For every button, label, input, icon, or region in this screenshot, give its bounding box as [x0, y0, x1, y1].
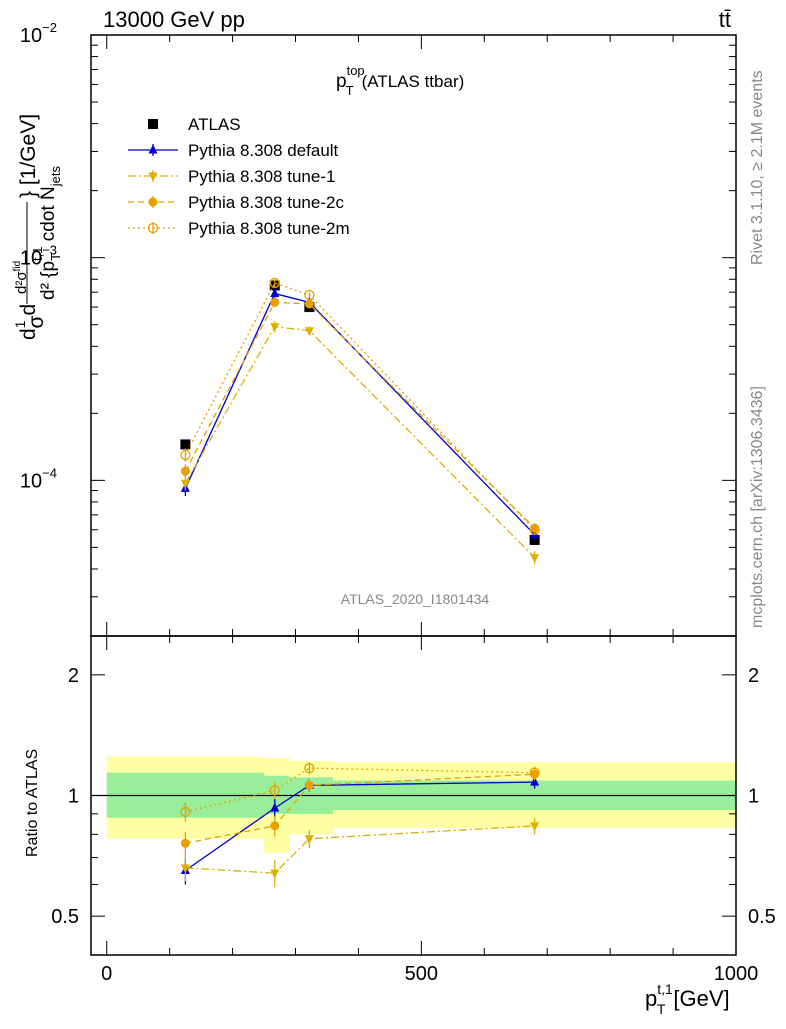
series-pythia-8-308-tune-2m [180, 277, 540, 535]
legend-label: Pythia 8.308 tune-2m [188, 219, 350, 238]
legend-marker [148, 197, 158, 207]
main-panel: 10−2 10−3 10−4 ATLAS_2020_I1801434 ptop T (A… [2, 20, 737, 637]
legend-entry: Pythia 8.308 tune-2c [128, 193, 344, 212]
ratio-line [185, 773, 535, 844]
series-line [184, 325, 536, 559]
ratio-point [304, 780, 314, 790]
series-line [184, 301, 536, 529]
ratio-point [304, 835, 314, 845]
ratio-panel: 0.5 0.5 1 1 2 2 0 500 1000 Ratio to ATLAS pt,1 T… [24, 635, 776, 1017]
main-y-tick-label: 10−2 [20, 20, 57, 47]
svg-text:d1σd d²σfid d²: d1σd d²σfid d² {pTt,1 cdot Njets [2, 166, 63, 340]
x-tick-label: 500 [405, 963, 438, 985]
legend-label: ATLAS [188, 115, 241, 134]
ratio-line [185, 825, 535, 874]
main-y-tick-label: 10−3 [20, 243, 57, 270]
data-point [304, 327, 314, 337]
data-point [529, 524, 540, 535]
ratio-point [270, 821, 280, 831]
series-line [184, 282, 536, 531]
main-marks [180, 277, 540, 565]
ratio-yticks: 0.5 0.5 1 1 2 2 [51, 665, 776, 928]
data-point [180, 466, 190, 476]
series-pythia-8-308-tune-2c [180, 297, 540, 534]
series-line [184, 292, 536, 536]
x-tick-label: 0 [101, 963, 112, 985]
legend-marker [148, 119, 158, 129]
legend-label: Pythia 8.308 tune-1 [188, 167, 335, 186]
legend-marker [147, 222, 159, 234]
ratio-point [180, 864, 190, 874]
watermark: ATLAS_2020_I1801434 [341, 591, 490, 607]
data-point [180, 449, 191, 461]
data-point [304, 289, 315, 301]
main-xticks [106, 35, 737, 636]
ratio-y-tick-label-left: 0.5 [51, 906, 79, 928]
data-point [270, 323, 280, 333]
ratio-bands [91, 756, 736, 853]
ratio-point [270, 869, 280, 879]
ratio-point [180, 838, 190, 848]
ratio-point [180, 806, 191, 818]
legend-entry: Pythia 8.308 default [128, 141, 339, 160]
ratio-point [269, 785, 280, 796]
ratio-point [530, 776, 540, 786]
legend-label: Pythia 8.308 tune-2c [188, 193, 344, 212]
data-point [270, 297, 280, 307]
main-yticks: 10−2 10−3 10−4 [20, 20, 736, 637]
ratio-xticks: 0 500 1000 [101, 636, 758, 985]
header-left: 13000 GeV pp [103, 7, 245, 32]
ratio-y-axis-label: Ratio to ATLAS [24, 749, 41, 857]
ratio-marks [180, 762, 540, 888]
header-right: tt̄ [719, 7, 731, 32]
ratio-y-tick-label-right: 1 [748, 786, 759, 808]
data-point [304, 299, 314, 309]
ratio-y-tick-label-left: 2 [68, 665, 79, 687]
ratio-point [530, 822, 540, 832]
legend-marker [148, 144, 158, 154]
ratio-line [185, 781, 535, 872]
series-pythia-8-308-tune-1 [180, 320, 540, 565]
ratio-y-tick-label-right: 2 [748, 665, 759, 687]
legend-entry: ATLAS [148, 115, 241, 134]
main-y-tick-label: 10−4 [20, 465, 57, 492]
plot-title: ptop T (ATLAS ttbar) [336, 63, 464, 98]
legend-entry: Pythia 8.308 tune-1 [128, 167, 335, 186]
series-atlas [180, 280, 540, 545]
x-axis-label: pt,1 T [GeV] [645, 981, 730, 1017]
ratio-point [270, 802, 280, 812]
x-tick-label: 1000 [714, 963, 759, 985]
ratio-y-tick-label-right: 0.5 [748, 906, 776, 928]
legend-marker [148, 172, 158, 182]
data-point [530, 554, 540, 564]
side-label-mcplots: mcplots.cern.ch [arXiv:1306.3436] [749, 386, 766, 628]
ratio-point [304, 763, 315, 774]
ratio-series-pythia-8-308-tune-2m [180, 762, 540, 822]
ratio-y-tick-label-left: 1 [68, 786, 79, 808]
ratio-series-pythia-8-308-tune-1 [180, 817, 540, 888]
legend-entry: Pythia 8.308 tune-2m [128, 219, 350, 238]
legend-label: Pythia 8.308 default [188, 141, 339, 160]
data-point [269, 277, 280, 289]
main-y-axis-label: d1σd d²σfid d² {pTt,1 cdot Njets } [1/Ge… [2, 114, 63, 340]
data-point [270, 288, 280, 298]
data-point [180, 479, 190, 489]
legend: ATLAS Pythia 8.308 default Pythia 8.308 tu… [128, 115, 350, 238]
side-label-rivet: Rivet 3.1.10, ≥ 2.1M events [749, 70, 766, 265]
ratio-point [529, 767, 540, 778]
series-pythia-8-308-default [180, 288, 540, 540]
ratio-line [185, 767, 535, 813]
data-point [180, 439, 191, 450]
svg-text:} [1/GeV]: } [1/GeV] [17, 114, 40, 198]
